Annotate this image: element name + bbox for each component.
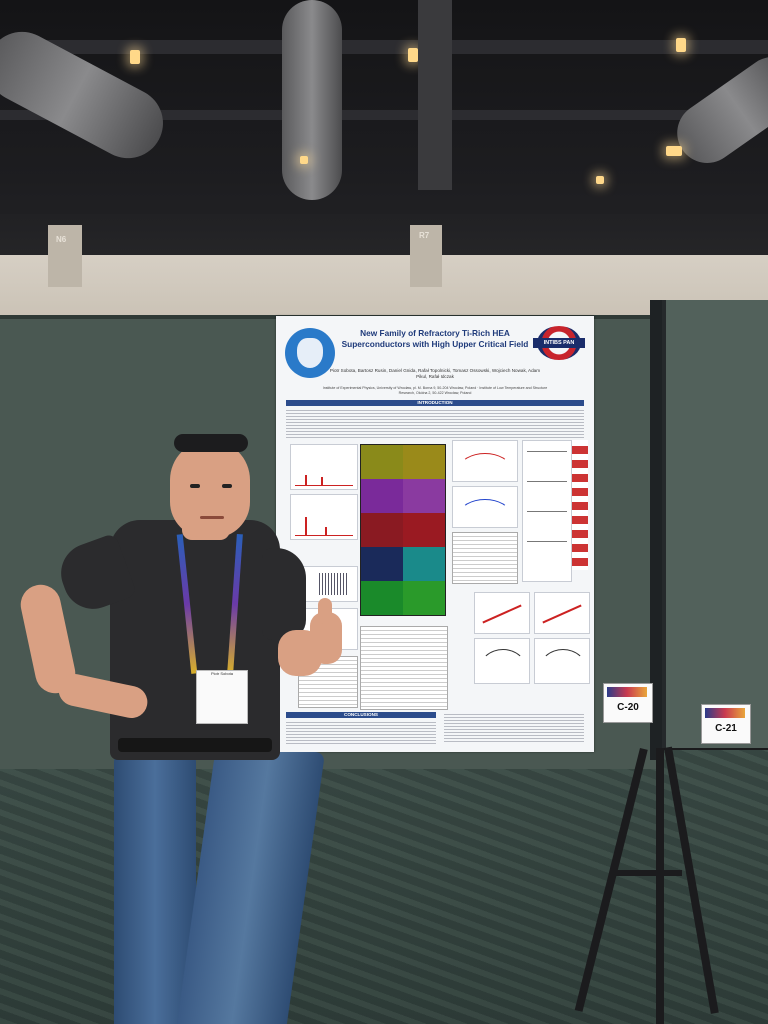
plot-curve xyxy=(479,649,527,691)
structure-strip xyxy=(572,440,588,570)
poster-authors: Piotr Sobota, Bartosz Rusin, Daniel Gnid… xyxy=(329,368,541,379)
xrd-plot xyxy=(290,494,358,540)
ceiling-beam xyxy=(0,110,768,120)
plot-line xyxy=(527,511,567,512)
university-emblem xyxy=(285,328,335,378)
data-table xyxy=(298,656,358,708)
plot-line xyxy=(527,451,567,452)
ceiling-light xyxy=(130,50,140,64)
resistivity-plots xyxy=(522,440,572,582)
lattice-plot xyxy=(298,566,358,602)
eds-map-tile xyxy=(403,547,445,581)
carpet-floor xyxy=(0,750,768,1024)
eds-map-tile xyxy=(361,547,403,581)
eagle-crest-icon xyxy=(297,338,323,368)
easel-crossbar xyxy=(612,870,682,876)
structure-figure xyxy=(298,608,358,650)
sign-banner xyxy=(607,687,647,697)
eds-map-tile xyxy=(361,513,403,547)
booth-sign-label: C-20 xyxy=(617,702,639,713)
conclusions-text-block xyxy=(286,720,436,744)
easel-leg xyxy=(656,748,664,1024)
air-duct xyxy=(282,0,342,200)
ceiling-light xyxy=(596,176,604,184)
critical-field-plot xyxy=(474,592,530,634)
ceiling xyxy=(0,0,768,300)
magnetization-plot xyxy=(452,440,518,482)
eds-map-tile xyxy=(403,479,445,513)
ceiling-column xyxy=(418,0,452,190)
ceiling-light xyxy=(408,48,418,62)
scientific-poster: New Family of Refractory Ti-Rich HEA Sup… xyxy=(276,316,594,752)
eds-map-tile xyxy=(361,445,403,479)
plot-curve xyxy=(482,604,522,624)
booth-sign: C-20 xyxy=(603,683,653,723)
ceiling-light xyxy=(666,146,682,156)
sign-banner xyxy=(705,708,745,718)
xrd-peak xyxy=(321,477,323,485)
pillar: N6 xyxy=(48,225,82,287)
intibs-logo: INTIBS PAN xyxy=(533,326,585,362)
intibs-logo-text: INTIBS PAN xyxy=(533,338,585,348)
xrd-baseline xyxy=(295,485,353,486)
eds-map-tile xyxy=(361,479,403,513)
eds-map-tile xyxy=(403,581,445,615)
section-heading-introduction: INTRODUCTION xyxy=(286,400,584,406)
heat-capacity-plot xyxy=(474,638,530,684)
plot-curve xyxy=(539,649,587,691)
pillar-label: N6 xyxy=(56,235,67,244)
ceiling-light xyxy=(676,38,686,52)
poster-title: New Family of Refractory Ti-Rich HEA Sup… xyxy=(341,328,529,349)
booth-sign-label: C-21 xyxy=(715,723,737,734)
plot-curve xyxy=(542,604,582,624)
critical-field-plot xyxy=(534,592,590,634)
pillar-label: R7 xyxy=(419,231,430,240)
xrd-plot xyxy=(290,444,358,490)
xrd-peak xyxy=(325,527,327,535)
eds-map-tile xyxy=(403,513,445,547)
ceiling-light xyxy=(300,156,308,164)
poster-board-right xyxy=(660,300,768,748)
plot-curve xyxy=(459,499,511,531)
xrd-peak xyxy=(305,517,307,535)
eds-map-tile xyxy=(403,445,445,479)
eds-map-tile xyxy=(361,581,403,615)
data-table xyxy=(452,532,518,584)
board-frame xyxy=(650,300,662,760)
heat-capacity-plot xyxy=(534,638,590,684)
back-wall: N6 R7 xyxy=(0,225,768,325)
booth-sign: C-21 xyxy=(701,704,751,744)
ceiling-beam xyxy=(0,40,768,54)
xrd-peak xyxy=(305,475,307,485)
eds-maps xyxy=(360,444,446,616)
lattice-bars xyxy=(319,573,347,595)
data-table xyxy=(360,626,448,710)
section-heading-conclusions: CONCLUSIONS xyxy=(286,712,436,718)
introduction-text-block xyxy=(286,408,584,438)
xrd-baseline xyxy=(295,535,353,536)
plot-line xyxy=(527,481,567,482)
references-text-block xyxy=(444,712,584,744)
plot-line xyxy=(527,541,567,542)
poster-affiliations: Institute of Experimental Physics, Unive… xyxy=(322,386,548,395)
pillar: R7 xyxy=(410,225,442,287)
ceiling-beam xyxy=(0,196,768,214)
plot-curve xyxy=(459,453,511,485)
magnetization-plot xyxy=(452,486,518,528)
